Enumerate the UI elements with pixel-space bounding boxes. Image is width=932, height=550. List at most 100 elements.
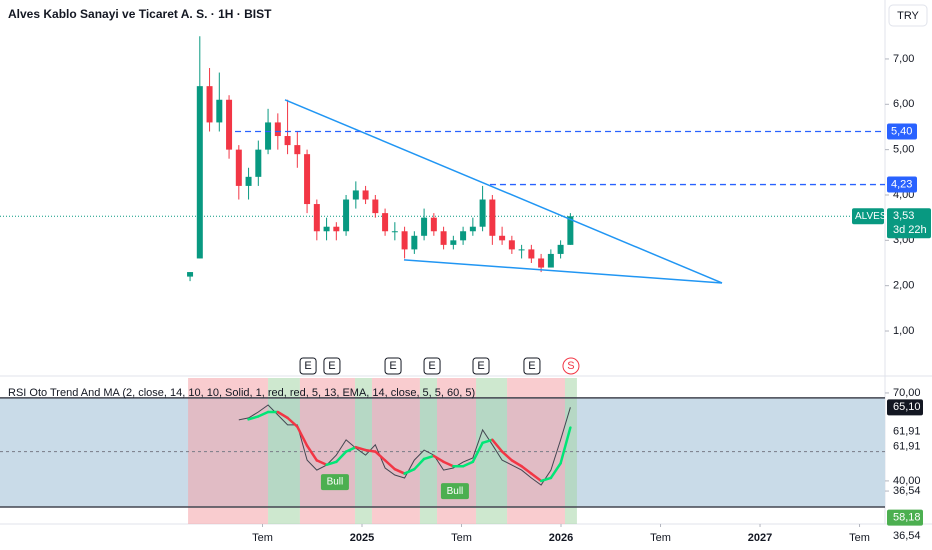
- candle-body: [196, 86, 203, 259]
- ma-segment: [305, 444, 319, 462]
- currency[interactable]: TRY: [897, 10, 919, 22]
- level-label-box: [887, 123, 917, 140]
- candle-body: [567, 216, 574, 245]
- ma-segment: [422, 454, 436, 461]
- ma-segment: [520, 464, 533, 475]
- y-tick-label: 6,00: [893, 98, 914, 110]
- candle-body: [294, 145, 301, 155]
- candle-body: [440, 231, 447, 245]
- ma-segment: [344, 445, 358, 453]
- ma-segment: [354, 445, 367, 452]
- ma-segment: [549, 462, 562, 480]
- trendline: [284, 99, 723, 284]
- candle-body: [382, 213, 389, 232]
- event-label: E: [428, 360, 435, 372]
- candle-body: [391, 231, 398, 233]
- ma-segment: [257, 410, 270, 418]
- ma-segment: [471, 441, 484, 464]
- ma-segment: [393, 467, 406, 475]
- last-price-symbol: ALVES: [855, 211, 887, 222]
- price-label-box: [887, 509, 923, 526]
- price-label: 61,91: [893, 426, 921, 438]
- y-tick-label: 5,00: [893, 144, 914, 156]
- candle-body: [216, 99, 223, 123]
- candle-body: [547, 253, 554, 268]
- x-tick-label: 2026: [549, 532, 573, 544]
- candle-body: [274, 122, 281, 137]
- trend-zone: [371, 378, 420, 524]
- candle-body: [460, 231, 467, 241]
- ma-segment: [383, 459, 397, 471]
- ma-segment: [539, 476, 553, 483]
- x-tick-label: Tem: [849, 532, 870, 544]
- ma-segment: [335, 450, 348, 464]
- y-tick-label: 1,00: [893, 325, 914, 337]
- ma-segment: [442, 460, 455, 468]
- currency-button[interactable]: [888, 4, 928, 27]
- x-tick-label: Tem: [451, 532, 472, 544]
- candle-body: [323, 226, 330, 232]
- candle-body: [187, 272, 194, 277]
- x-tick-label: Tem: [252, 532, 273, 544]
- price-label: 61,91: [893, 441, 921, 453]
- candle-body: [430, 217, 437, 232]
- ma-segment: [481, 438, 494, 445]
- level-label: 5,40: [891, 125, 912, 137]
- event-label: E: [477, 360, 484, 372]
- event-marker: [299, 357, 317, 375]
- trend-zone: [564, 378, 577, 524]
- event-marker: [523, 357, 541, 375]
- plot: 1,002,003,004,005,006,007,005,404,23ALVE…: [0, 36, 931, 544]
- candle-body: [362, 190, 369, 200]
- trend-zone: [188, 378, 269, 524]
- indicator-title: RSI Oto Trend And MA (2, close, 14, 10, …: [8, 387, 475, 399]
- y-tick-label: 2,00: [893, 280, 914, 292]
- candle-body: [235, 149, 242, 186]
- candle-body: [518, 249, 525, 251]
- ma-segment: [403, 467, 416, 475]
- ma-segment: [500, 450, 514, 462]
- candle-body: [304, 154, 311, 205]
- ma-segment: [296, 425, 309, 447]
- annotation-box: [320, 474, 349, 491]
- candle-body: [508, 240, 515, 250]
- candle-body: [421, 217, 428, 236]
- candle-body: [401, 231, 408, 250]
- ma-segment: [530, 472, 543, 483]
- trend-zone: [268, 378, 300, 524]
- price-label: 58,18: [893, 512, 921, 524]
- event-label: E: [328, 360, 335, 372]
- candle-body: [352, 190, 359, 200]
- x-tick-label: 2025: [350, 532, 374, 544]
- candle-body: [343, 199, 350, 232]
- trend-zone: [419, 378, 438, 524]
- event-marker: [323, 357, 341, 375]
- level-label: 4,23: [891, 178, 912, 190]
- event-marker: [423, 357, 441, 375]
- event-marker: [562, 357, 580, 375]
- trendline: [403, 259, 723, 284]
- price-label: 65,10: [893, 401, 921, 413]
- event-label: S: [567, 360, 574, 372]
- ma-segment: [510, 459, 523, 468]
- ma-segment: [461, 460, 475, 468]
- candle-body: [265, 122, 272, 150]
- ma-segment: [276, 410, 289, 420]
- event-marker: [384, 357, 402, 375]
- candle-body: [469, 226, 476, 232]
- candle-body: [284, 136, 291, 146]
- candle-body: [538, 258, 545, 268]
- trend-zone: [437, 378, 477, 524]
- event-marker: [472, 357, 490, 375]
- candle-body: [206, 86, 213, 123]
- ma-segment: [413, 457, 426, 471]
- price-label: 36,54: [893, 530, 921, 542]
- y-tick-label: 36,54: [893, 485, 921, 497]
- y-tick-label: 7,00: [893, 53, 914, 65]
- ma-segment: [286, 416, 299, 428]
- ma-segment: [432, 454, 445, 464]
- y-tick-label: 40,00: [893, 475, 921, 487]
- last-price-symbol-box: [852, 208, 884, 225]
- ma-segment: [491, 438, 504, 453]
